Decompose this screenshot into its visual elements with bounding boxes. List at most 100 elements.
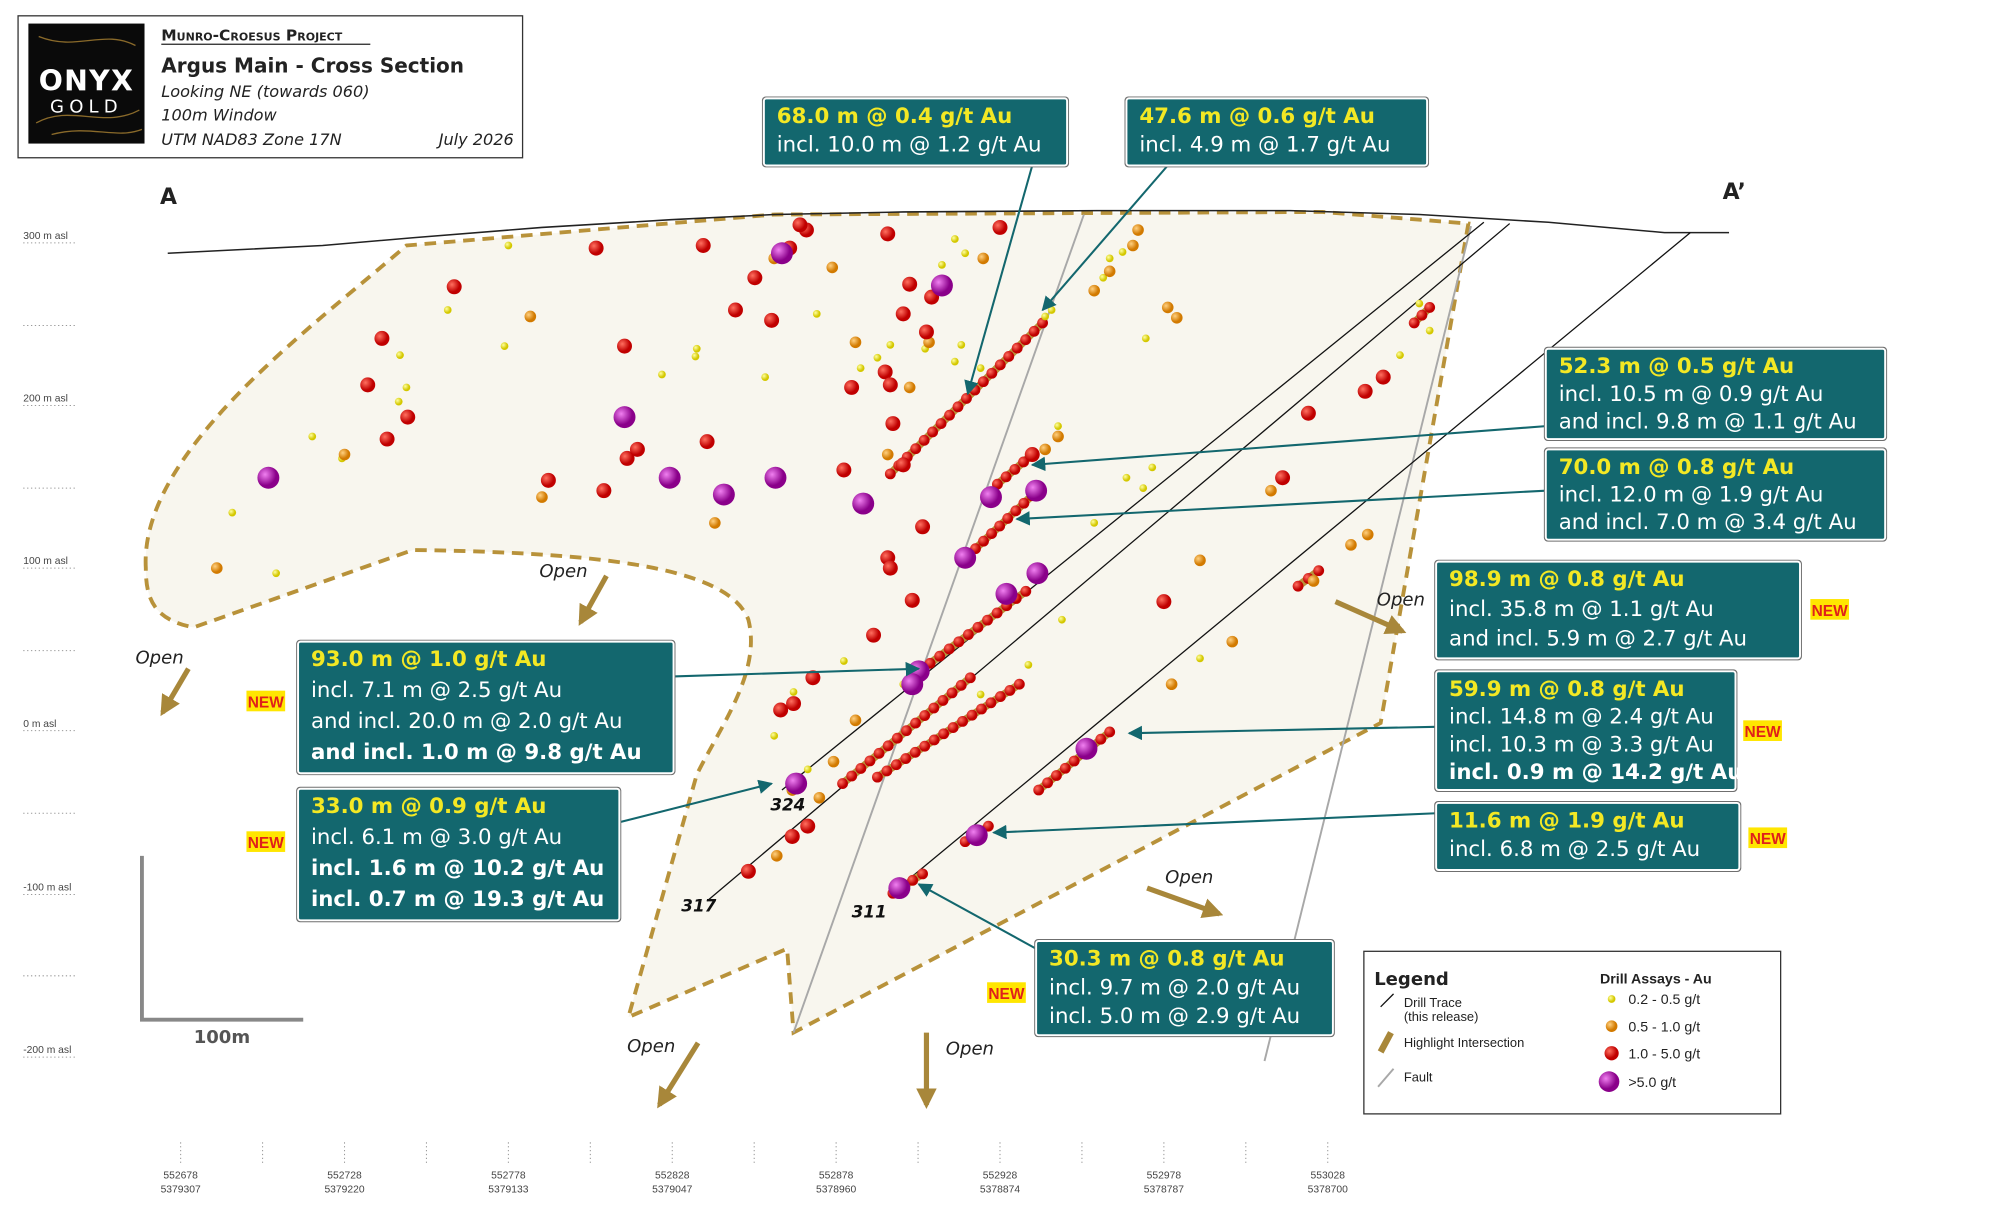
legend-subtitle: Drill Assays - Au bbox=[1600, 972, 1712, 988]
assay-point bbox=[1059, 762, 1071, 774]
fault bbox=[792, 214, 1085, 1033]
callout-line: and incl. 9.8 m @ 1.1 g/t Au bbox=[1559, 409, 1857, 434]
assay-point bbox=[1000, 471, 1012, 483]
assay-point bbox=[813, 791, 826, 804]
assay-point bbox=[957, 340, 966, 349]
legend-swatch bbox=[1604, 1046, 1619, 1061]
assay-point bbox=[1361, 528, 1374, 541]
assay-point bbox=[866, 627, 882, 643]
open-arrow bbox=[578, 574, 609, 626]
callout-box bbox=[1435, 670, 1737, 791]
legend-label: (this release) bbox=[1404, 1009, 1479, 1024]
callout-box bbox=[1435, 801, 1741, 871]
assay-point bbox=[840, 657, 848, 665]
assay-point bbox=[446, 279, 462, 295]
callout-line: incl. 10.3 m @ 3.3 g/t Au bbox=[1449, 732, 1714, 757]
assay-point bbox=[1020, 585, 1032, 597]
assay-point bbox=[873, 747, 885, 759]
assay-point bbox=[946, 687, 958, 699]
legend-label: 1.0 - 5.0 g/t bbox=[1628, 1046, 1700, 1062]
assay-point bbox=[709, 517, 721, 529]
callout-line: and incl. 7.0 m @ 3.4 g/t Au bbox=[1559, 510, 1857, 535]
callout-headline: 33.0 m @ 0.9 g/t Au bbox=[311, 794, 547, 819]
assay-point bbox=[976, 703, 987, 715]
assay-point bbox=[877, 364, 893, 380]
assay-point bbox=[536, 491, 548, 503]
assay-point bbox=[943, 643, 955, 655]
assay-points bbox=[210, 217, 1436, 900]
assay-point bbox=[360, 377, 376, 393]
assay-point bbox=[1103, 265, 1116, 278]
northing-label: 5378874 bbox=[980, 1185, 1020, 1196]
legend-label: 0.5 - 1.0 g/t bbox=[1628, 1019, 1700, 1035]
assay-point bbox=[338, 448, 351, 461]
callout-box bbox=[1435, 560, 1801, 660]
assay-point bbox=[1165, 678, 1178, 691]
assay-point bbox=[1265, 484, 1277, 497]
assay-point bbox=[789, 688, 798, 696]
easting-label: 552878 bbox=[819, 1170, 854, 1181]
assay-point bbox=[1058, 615, 1066, 624]
assay-point bbox=[658, 370, 666, 379]
assay-point bbox=[837, 778, 848, 789]
assay-point bbox=[1018, 456, 1029, 468]
easting-label: 552828 bbox=[655, 1170, 690, 1181]
fault bbox=[1263, 225, 1472, 1062]
open-arrow bbox=[1146, 885, 1224, 919]
northing-label: 5379220 bbox=[324, 1185, 364, 1196]
assay-point bbox=[880, 226, 896, 242]
callout: 47.6 m @ 0.6 g/t Au incl. 4.9 m @ 1.7 g/t… bbox=[1041, 96, 1430, 312]
callout: 93.0 m @ 1.0 g/t Au incl. 7.1 m @ 2.5 g/t… bbox=[246, 639, 921, 776]
assay-point bbox=[882, 740, 894, 752]
callout-arrow bbox=[992, 812, 1437, 840]
assay-point bbox=[773, 702, 789, 718]
section-end: A bbox=[160, 185, 177, 210]
assay-point bbox=[1099, 273, 1108, 282]
callout: 33.0 m @ 0.9 g/t Au incl. 6.1 m @ 3.0 g/t… bbox=[246, 779, 774, 923]
assay-point bbox=[855, 763, 867, 774]
callout-headline: 11.6 m @ 1.9 g/t Au bbox=[1449, 808, 1685, 833]
assay-point bbox=[1161, 301, 1174, 314]
assay-point bbox=[994, 359, 1006, 371]
callout-box bbox=[1544, 347, 1887, 441]
callout-line: incl. 14.8 m @ 2.4 g/t Au bbox=[1449, 705, 1714, 730]
assay-point bbox=[886, 340, 895, 349]
assay-point bbox=[1408, 317, 1420, 329]
assay-point bbox=[1024, 660, 1033, 669]
assay-point bbox=[1148, 463, 1157, 472]
assay-point bbox=[885, 416, 901, 432]
assay-point bbox=[961, 392, 972, 404]
assay-point bbox=[992, 219, 1008, 235]
callout-headline: 98.9 m @ 0.8 g/t Au bbox=[1449, 567, 1685, 592]
callout-box bbox=[1035, 940, 1334, 1037]
assay-point bbox=[1068, 755, 1080, 767]
assay-point bbox=[1075, 737, 1098, 760]
northing-label: 5379047 bbox=[652, 1185, 692, 1196]
callout-headline: 47.6 m @ 0.6 g/t Au bbox=[1139, 104, 1375, 129]
header-date: July 2026 bbox=[436, 130, 514, 149]
callout-line: incl. 10.5 m @ 0.9 g/t Au bbox=[1559, 382, 1824, 407]
assay-point bbox=[1010, 505, 1022, 517]
new-tag: NEW bbox=[1750, 831, 1786, 848]
callout-headline: 30.3 m @ 0.8 g/t Au bbox=[1049, 947, 1285, 972]
legend-swatch bbox=[1605, 1020, 1618, 1032]
new-tag: NEW bbox=[1745, 724, 1781, 741]
callout-box bbox=[1125, 97, 1429, 167]
assay-point bbox=[1416, 309, 1428, 321]
assay-point bbox=[918, 434, 930, 446]
legend-swatch bbox=[1598, 1071, 1620, 1092]
callout-line: incl. 0.9 m @ 14.2 g/t Au bbox=[1449, 760, 1742, 785]
callout-arrow bbox=[619, 779, 774, 824]
callout: 30.3 m @ 0.8 g/t Au incl. 9.7 m @ 2.0 g/t… bbox=[917, 883, 1335, 1038]
assay-point bbox=[872, 771, 883, 783]
callout-headline: 59.9 m @ 0.8 g/t Au bbox=[1449, 677, 1685, 702]
assay-point bbox=[1095, 733, 1107, 745]
callout-arrow bbox=[1030, 425, 1546, 472]
legend-title: Legend bbox=[1374, 969, 1449, 990]
assay-point bbox=[901, 725, 912, 737]
assay-point bbox=[1415, 299, 1424, 308]
assay-point bbox=[977, 252, 990, 265]
assay-point bbox=[1011, 342, 1023, 354]
drill-hole-label: 317 bbox=[681, 895, 716, 915]
